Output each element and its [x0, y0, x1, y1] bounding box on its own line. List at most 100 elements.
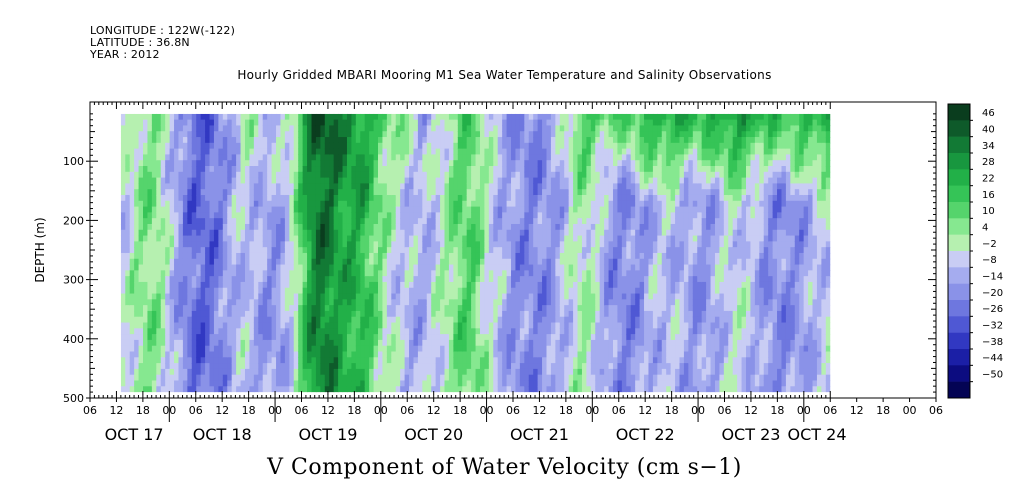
- field-cell: [187, 189, 193, 196]
- field-cell: [307, 113, 313, 121]
- field-cell: [364, 345, 370, 353]
- field-cell: [378, 276, 384, 283]
- field-cell: [395, 183, 401, 190]
- field-cell: [284, 374, 290, 382]
- field-cell: [125, 374, 131, 382]
- field-cell: [404, 212, 410, 219]
- field-cell: [209, 154, 215, 161]
- field-cell: [511, 293, 517, 300]
- field-cell: [351, 119, 357, 127]
- field-cell: [218, 113, 224, 121]
- field-cell: [338, 241, 344, 248]
- field-cell: [311, 386, 317, 393]
- field-cell: [568, 258, 574, 266]
- field-cell: [519, 310, 525, 318]
- field-cell: [289, 322, 295, 329]
- field-cell: [524, 386, 530, 393]
- field-cell: [386, 229, 392, 237]
- field-cell: [267, 241, 273, 248]
- field-cell: [289, 206, 295, 213]
- field-cell: [400, 299, 406, 306]
- field-cell: [378, 113, 384, 121]
- field-cell: [391, 223, 397, 231]
- field-cell: [147, 223, 153, 231]
- field-cell: [156, 345, 162, 353]
- field-cell: [550, 241, 556, 248]
- field-cell: [267, 305, 273, 312]
- field-cell: [550, 322, 556, 329]
- field-cell: [249, 177, 255, 184]
- field-cell: [196, 154, 202, 161]
- field-cell: [533, 339, 539, 347]
- field-cell: [444, 189, 450, 196]
- field-cell: [267, 386, 273, 393]
- field-cell: [315, 293, 321, 300]
- field-cell: [502, 154, 508, 161]
- field-cell: [174, 189, 180, 196]
- field-cell: [227, 310, 233, 318]
- field-cell: [373, 200, 379, 208]
- field-cell: [147, 154, 153, 161]
- field-cell: [169, 235, 175, 242]
- field-cell: [209, 137, 215, 144]
- field-cell: [271, 200, 277, 208]
- field-cell: [528, 247, 534, 254]
- field-cell: [386, 119, 392, 127]
- field-cell: [320, 160, 326, 167]
- field-cell: [276, 374, 282, 382]
- field-cell: [125, 148, 131, 156]
- field-cell: [355, 125, 361, 132]
- field-cell: [284, 212, 290, 219]
- field-cell: [213, 166, 219, 173]
- field-cell: [120, 189, 126, 196]
- field-cell: [378, 264, 384, 271]
- field-cell: [324, 137, 330, 144]
- field-cell: [165, 148, 171, 156]
- field-cell: [488, 171, 494, 179]
- field-cell: [342, 212, 348, 219]
- field-cell: [559, 194, 565, 202]
- field-cell: [271, 252, 277, 260]
- field-cell: [165, 218, 171, 225]
- field-cell: [537, 316, 543, 324]
- field-cell: [546, 322, 552, 329]
- field-cell: [315, 339, 321, 347]
- field-cell: [497, 223, 503, 231]
- field-cell: [471, 316, 477, 324]
- field-cell: [382, 223, 388, 231]
- field-cell: [143, 258, 149, 266]
- field-cell: [351, 125, 357, 132]
- field-cell: [559, 142, 565, 150]
- field-cell: [338, 386, 344, 393]
- field-cell: [182, 258, 188, 266]
- field-cell: [165, 334, 171, 341]
- field-cell: [440, 189, 446, 196]
- field-cell: [329, 223, 335, 231]
- field-cell: [138, 200, 144, 208]
- field-cell: [165, 316, 171, 324]
- field-cell: [542, 177, 548, 184]
- field-cell: [462, 310, 468, 318]
- field-cell: [138, 194, 144, 202]
- field-cell: [462, 322, 468, 329]
- field-cell: [120, 183, 126, 190]
- field-cell: [213, 247, 219, 254]
- field-cell: [528, 148, 534, 156]
- field-cell: [573, 206, 579, 213]
- field-cell: [311, 125, 317, 132]
- field-cell: [373, 206, 379, 213]
- field-cell: [342, 125, 348, 132]
- field-cell: [271, 247, 277, 254]
- field-cell: [156, 183, 162, 190]
- field-cell: [125, 137, 131, 144]
- field-cell: [160, 137, 166, 144]
- field-cell: [404, 328, 410, 335]
- field-cell: [364, 229, 370, 237]
- field-cell: [213, 345, 219, 353]
- field-cell: [138, 363, 144, 370]
- field-cell: [528, 229, 534, 237]
- field-cell: [236, 258, 242, 266]
- field-cell: [222, 218, 228, 225]
- field-cell: [435, 258, 441, 266]
- field-cell: [369, 218, 375, 225]
